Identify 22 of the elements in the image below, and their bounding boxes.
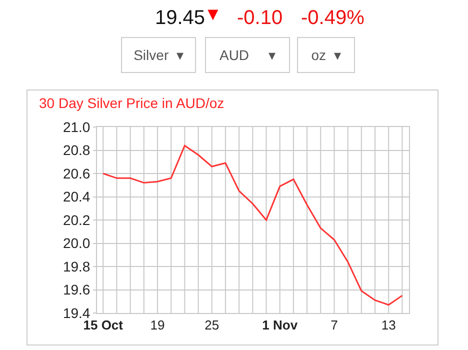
x-tick-label: 1 Nov	[262, 318, 298, 333]
x-tick-label: 25	[204, 318, 220, 333]
y-tick-label: 20.6	[62, 165, 90, 182]
y-tick-label: 20.4	[62, 188, 90, 205]
y-tick-label: 20.0	[62, 235, 90, 252]
text: Silver ▾	[134, 47, 184, 63]
text: -0.49%	[301, 7, 365, 29]
text: 19.45	[155, 7, 206, 29]
text: -0.10	[237, 7, 283, 29]
text: AUD ▾	[219, 47, 276, 63]
y-tick-label: 20.2	[62, 212, 90, 228]
x-tick-label: 13	[381, 318, 396, 333]
x-tick-label: 19	[150, 318, 165, 333]
y-tick-label: 19.8	[62, 258, 90, 274]
text: ▼	[204, 4, 222, 24]
y-tick-label: 21.0	[62, 118, 90, 135]
chart-title: 30 Day Silver Price in AUD/oz	[39, 95, 224, 111]
x-tick-label: 7	[330, 318, 338, 333]
y-tick-label: 20.8	[62, 142, 90, 158]
line-series	[102, 144, 403, 306]
text: oz ▾	[311, 47, 341, 63]
y-tick-label: 19.6	[62, 282, 90, 298]
